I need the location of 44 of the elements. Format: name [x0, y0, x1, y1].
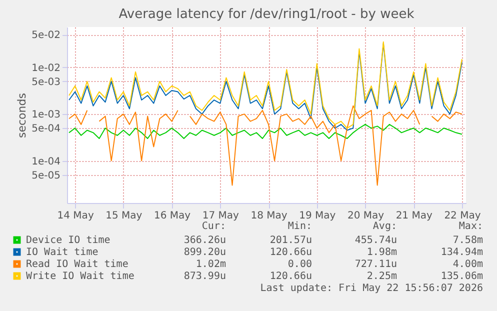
y-tick-label: 1e-04 — [32, 156, 60, 168]
y-tick-label: 5e-04 — [32, 124, 60, 135]
text: 135.06m — [440, 271, 483, 282]
line-series — [68, 124, 462, 140]
text: 120.66u — [270, 271, 312, 282]
x-tick-label: 14 May — [57, 210, 94, 222]
x-tick-label: 17 May — [202, 210, 240, 222]
text: Max: — [458, 221, 483, 232]
text: 366.26u — [184, 235, 226, 246]
y-tick-label: 1e-02 — [32, 62, 60, 74]
legend-label: Read IO Wait time — [26, 259, 128, 270]
text: 727.11u — [354, 259, 397, 270]
text: 1.02m — [196, 259, 226, 270]
text: 7.58m — [452, 235, 483, 246]
text: 1.98m — [366, 247, 397, 258]
text: 134.94m — [440, 247, 483, 258]
x-tick-label: 19 May — [299, 210, 336, 222]
legend-label: Device IO time — [26, 235, 110, 246]
y-tick-label: 1e-03 — [32, 110, 60, 121]
text: 873.99u — [184, 271, 226, 282]
y-axis-title: seconds — [16, 92, 29, 138]
x-tick-label: 20 May — [347, 210, 384, 222]
x-tick-label: 21 May — [396, 210, 432, 222]
y-tick-label: 5e-02 — [32, 30, 60, 42]
legend-label: IO Wait time — [26, 247, 98, 258]
x-tick-label: 18 May — [250, 210, 288, 222]
text: 4.00m — [452, 259, 483, 270]
text: 0.00 — [288, 259, 312, 270]
x-tick-label: 16 May — [154, 210, 191, 222]
text: 201.57u — [270, 235, 312, 246]
text: Cur: — [202, 221, 226, 232]
text: 2.25m — [366, 271, 397, 282]
legend-label: Write IO Wait time — [26, 271, 134, 282]
chart-title: Average latency for /dev/ring1/root - by week — [118, 7, 415, 22]
y-tick-label: 5e-05 — [32, 170, 60, 182]
text: Avg: — [372, 221, 397, 232]
y-tick-label: 5e-03 — [32, 76, 60, 88]
text: 455.74u — [354, 235, 397, 246]
x-tick-label: 22 May — [444, 210, 481, 222]
text: 120.66u — [270, 247, 312, 258]
text: Min: — [288, 221, 312, 232]
x-tick-label: 15 May — [106, 210, 142, 222]
text: Last update: Fri May 22 15:56:07 2026 — [260, 283, 483, 294]
text: 899.20u — [184, 247, 226, 258]
